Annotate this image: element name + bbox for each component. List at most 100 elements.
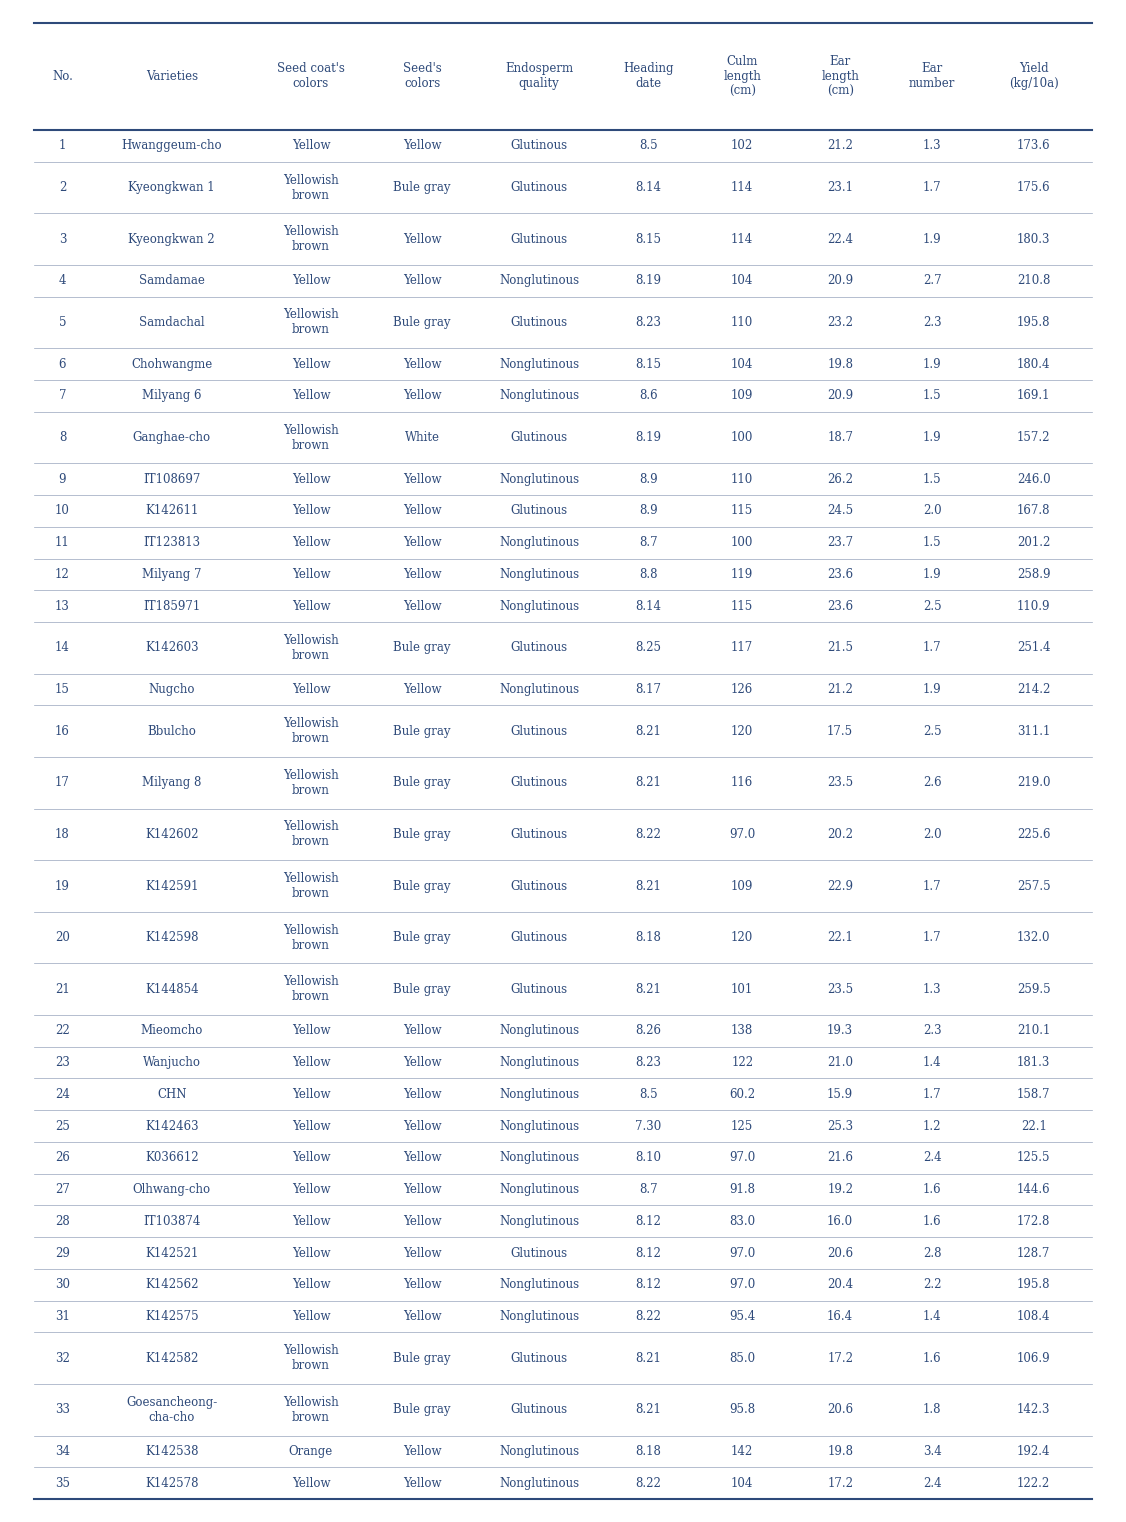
Text: 8.22: 8.22 bbox=[635, 1310, 661, 1323]
Text: 1: 1 bbox=[59, 140, 66, 152]
Text: K142582: K142582 bbox=[145, 1352, 198, 1365]
Text: Yellow: Yellow bbox=[403, 140, 441, 152]
Text: 120: 120 bbox=[731, 931, 753, 944]
Text: 95.8: 95.8 bbox=[730, 1403, 756, 1417]
Text: Yellow: Yellow bbox=[292, 504, 330, 517]
Text: Bule gray: Bule gray bbox=[393, 983, 450, 995]
Text: Yellow: Yellow bbox=[292, 390, 330, 402]
Text: Yellowish
brown: Yellowish brown bbox=[283, 423, 339, 452]
Text: 157.2: 157.2 bbox=[1017, 431, 1051, 444]
Text: Glutinous: Glutinous bbox=[510, 828, 568, 842]
Text: Yellow: Yellow bbox=[403, 1247, 441, 1260]
Text: 214.2: 214.2 bbox=[1017, 683, 1051, 696]
Text: 8.23: 8.23 bbox=[635, 317, 661, 329]
Text: 19.8: 19.8 bbox=[828, 1444, 854, 1458]
Text: Yellow: Yellow bbox=[403, 1088, 441, 1100]
Text: 26.2: 26.2 bbox=[828, 473, 854, 486]
Text: 8.7: 8.7 bbox=[640, 1183, 658, 1196]
Text: Nonglutinous: Nonglutinous bbox=[499, 1310, 579, 1323]
Text: Milyang 6: Milyang 6 bbox=[142, 390, 202, 402]
Text: Yellowish
brown: Yellowish brown bbox=[283, 225, 339, 253]
Text: 8.15: 8.15 bbox=[635, 358, 661, 371]
Text: 23.2: 23.2 bbox=[828, 317, 854, 329]
Text: 8.9: 8.9 bbox=[640, 504, 658, 517]
Text: 34: 34 bbox=[55, 1444, 70, 1458]
Text: 8.21: 8.21 bbox=[635, 1403, 661, 1417]
Text: Glutinous: Glutinous bbox=[510, 724, 568, 738]
Text: 8.14: 8.14 bbox=[635, 181, 661, 193]
Text: Hwanggeum-cho: Hwanggeum-cho bbox=[122, 140, 222, 152]
Text: 1.9: 1.9 bbox=[923, 358, 941, 371]
Text: 15.9: 15.9 bbox=[828, 1088, 854, 1100]
Text: Yellow: Yellow bbox=[292, 536, 330, 549]
Text: 1.8: 1.8 bbox=[923, 1403, 941, 1417]
Text: 138: 138 bbox=[731, 1024, 753, 1038]
Text: 21.6: 21.6 bbox=[828, 1151, 854, 1164]
Text: Bule gray: Bule gray bbox=[393, 181, 450, 193]
Text: Culm
length
(cm): Culm length (cm) bbox=[723, 55, 761, 97]
Text: Yellowish
brown: Yellowish brown bbox=[283, 1396, 339, 1425]
Text: 19.3: 19.3 bbox=[828, 1024, 854, 1038]
Text: 24: 24 bbox=[55, 1088, 70, 1100]
Text: Nonglutinous: Nonglutinous bbox=[499, 274, 579, 288]
Text: Endosperm
quality: Endosperm quality bbox=[506, 62, 573, 90]
Text: 2.4: 2.4 bbox=[923, 1151, 941, 1164]
Text: 1.4: 1.4 bbox=[923, 1310, 941, 1323]
Text: White: White bbox=[404, 431, 439, 444]
Text: 1.9: 1.9 bbox=[923, 431, 941, 444]
Text: 23.5: 23.5 bbox=[828, 776, 854, 790]
Text: Yellow: Yellow bbox=[292, 358, 330, 371]
Text: 23.5: 23.5 bbox=[828, 983, 854, 995]
Text: Yellow: Yellow bbox=[292, 600, 330, 613]
Text: 8.19: 8.19 bbox=[635, 274, 661, 288]
Text: 97.0: 97.0 bbox=[729, 1151, 756, 1164]
Text: 128.7: 128.7 bbox=[1017, 1247, 1051, 1260]
Text: 23.6: 23.6 bbox=[828, 600, 854, 613]
Text: 21.2: 21.2 bbox=[828, 683, 854, 696]
Text: Orange: Orange bbox=[288, 1444, 333, 1458]
Text: 5: 5 bbox=[59, 317, 66, 329]
Text: 83.0: 83.0 bbox=[730, 1215, 756, 1228]
Text: 35: 35 bbox=[55, 1476, 70, 1490]
Text: K142603: K142603 bbox=[145, 641, 198, 654]
Text: Yellowish
brown: Yellowish brown bbox=[283, 174, 339, 201]
Text: 210.8: 210.8 bbox=[1017, 274, 1051, 288]
Text: Nonglutinous: Nonglutinous bbox=[499, 1151, 579, 1164]
Text: Seed coat's
colors: Seed coat's colors bbox=[277, 62, 345, 90]
Text: Glutinous: Glutinous bbox=[510, 181, 568, 193]
Text: Heading
date: Heading date bbox=[623, 62, 673, 90]
Text: 1.6: 1.6 bbox=[923, 1183, 941, 1196]
Text: 8.14: 8.14 bbox=[635, 600, 661, 613]
Text: Bule gray: Bule gray bbox=[393, 931, 450, 944]
Text: 259.5: 259.5 bbox=[1017, 983, 1051, 995]
Text: Glutinous: Glutinous bbox=[510, 140, 568, 152]
Text: 25.3: 25.3 bbox=[828, 1120, 854, 1132]
Text: 8: 8 bbox=[59, 431, 66, 444]
Text: Nonglutinous: Nonglutinous bbox=[499, 473, 579, 486]
Text: 22.1: 22.1 bbox=[828, 931, 854, 944]
Text: 31: 31 bbox=[55, 1310, 70, 1323]
Text: 97.0: 97.0 bbox=[729, 1278, 756, 1291]
Text: K142598: K142598 bbox=[145, 931, 198, 944]
Text: Glutinous: Glutinous bbox=[510, 431, 568, 444]
Text: Yellow: Yellow bbox=[403, 390, 441, 402]
Text: 258.9: 258.9 bbox=[1017, 568, 1051, 581]
Text: Nonglutinous: Nonglutinous bbox=[499, 683, 579, 696]
Text: 20.9: 20.9 bbox=[828, 274, 854, 288]
Text: Yellow: Yellow bbox=[403, 683, 441, 696]
Text: 1.4: 1.4 bbox=[923, 1056, 941, 1068]
Text: 9: 9 bbox=[59, 473, 66, 486]
Text: 100: 100 bbox=[731, 536, 753, 549]
Text: Yellow: Yellow bbox=[403, 1024, 441, 1038]
Text: 8.6: 8.6 bbox=[640, 390, 658, 402]
Text: 144.6: 144.6 bbox=[1017, 1183, 1051, 1196]
Text: 13: 13 bbox=[55, 600, 70, 613]
Text: K142463: K142463 bbox=[145, 1120, 198, 1132]
Text: 1.3: 1.3 bbox=[923, 983, 941, 995]
Text: 116: 116 bbox=[731, 776, 753, 790]
Text: 2.0: 2.0 bbox=[923, 828, 941, 842]
Text: 180.4: 180.4 bbox=[1017, 358, 1051, 371]
Text: Yellow: Yellow bbox=[292, 1247, 330, 1260]
Text: K036612: K036612 bbox=[145, 1151, 198, 1164]
Text: 20.9: 20.9 bbox=[828, 390, 854, 402]
